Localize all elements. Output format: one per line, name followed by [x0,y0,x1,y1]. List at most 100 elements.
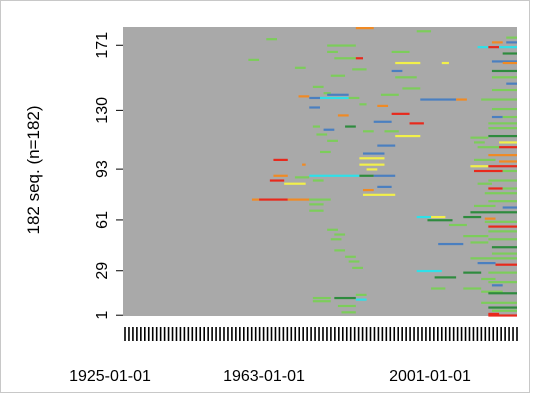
state-segment [309,209,324,212]
state-segment [298,95,310,98]
state-segment [380,93,399,96]
state-segment [474,141,485,144]
state-segment [334,57,356,60]
x-tick-label: 1925-01-01 [69,368,151,385]
y-tick-label: 130 [94,97,111,124]
state-segment [488,314,517,317]
state-segment [327,50,338,54]
state-segment [345,125,356,128]
state-segment [294,176,310,179]
state-segment [488,281,517,284]
state-segment [506,41,517,44]
state-segment [488,122,517,125]
state-segment [359,157,385,160]
state-segment [309,198,331,201]
state-segment [355,298,367,301]
state-segment [323,92,331,95]
state-segment [330,238,342,241]
state-segment [320,150,331,154]
state-segment [348,260,360,263]
state-segment [352,266,363,269]
x-tick-marks [124,327,518,341]
state-segment [416,215,432,219]
state-segment [395,76,417,79]
state-segment [337,304,356,308]
sequence-background [123,27,517,316]
state-segment [474,158,496,161]
state-segment [488,46,500,49]
plot-area [123,27,517,316]
state-segment [431,287,446,290]
state-segment [345,255,356,258]
state-segment [362,193,396,196]
state-segment [481,290,503,293]
state-segment [341,311,356,314]
state-segment [463,271,482,274]
state-segment [337,114,349,117]
state-segment [334,233,346,236]
state-segment [309,96,320,100]
state-segment [488,306,517,309]
state-segment [355,57,363,60]
state-segment [302,163,306,166]
state-segment [491,76,517,79]
state-segment [362,152,385,155]
state-segment [312,125,320,128]
state-segment [463,235,489,238]
y-tick-label: 93 [94,160,111,178]
state-segment [409,122,424,125]
state-segment [506,82,517,85]
state-segment [488,200,517,203]
state-segment [416,269,442,273]
state-segment [352,68,367,71]
state-segment [470,241,489,244]
state-segment [316,133,328,136]
state-segment [491,60,517,63]
state-segment [248,58,260,61]
state-segment [348,96,360,100]
chart-frame [0,0,530,393]
state-segment [251,198,260,201]
state-segment [327,174,360,177]
state-segment [377,104,389,107]
state-segment [448,223,467,227]
state-segment [287,198,310,201]
state-segment [488,312,500,316]
state-segment [502,187,517,190]
state-segment [359,103,367,106]
state-segment [488,154,517,157]
state-segment [474,204,496,208]
state-segment [488,134,517,138]
state-segment [312,179,324,182]
state-segment [499,160,517,163]
x-axis: 1925-01-01 1963-01-01 2001-01-01 [69,368,471,385]
y-tick-label: 29 [94,262,111,280]
state-segment [434,276,457,279]
state-segment [312,300,331,303]
segment-layer [248,27,517,317]
state-segment [484,220,517,223]
y-axis-label: 182 seq. (n=182) [24,105,43,234]
state-segment [470,211,517,214]
state-segment [320,96,349,100]
state-segment [488,292,517,295]
state-segment [491,69,517,73]
state-segment [502,169,517,173]
state-segment [273,174,288,177]
state-segment [470,165,489,168]
state-segment [491,107,517,111]
state-segment [377,185,392,188]
state-segment [373,174,396,177]
state-segment [334,249,346,252]
state-segment [359,163,385,166]
state-segment [359,174,374,177]
state-segment [391,69,403,73]
state-segment [488,187,503,190]
state-segment [481,98,517,101]
state-segment [506,36,517,39]
state-segment [502,115,517,119]
state-segment [491,246,517,249]
state-segment [323,128,335,131]
state-segment [477,46,489,49]
state-segment [470,136,489,139]
